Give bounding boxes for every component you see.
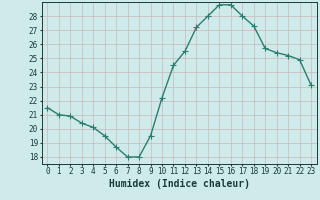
X-axis label: Humidex (Indice chaleur): Humidex (Indice chaleur) <box>109 179 250 189</box>
